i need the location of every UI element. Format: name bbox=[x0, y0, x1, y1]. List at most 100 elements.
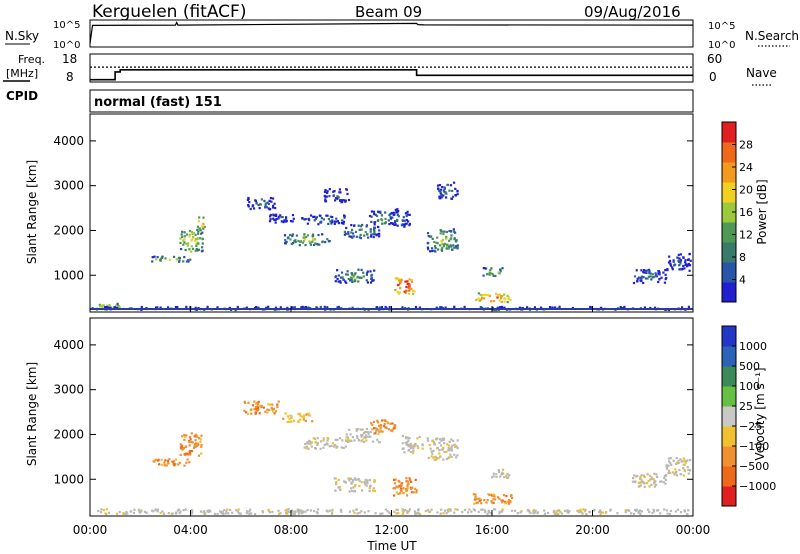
freq-trace bbox=[90, 69, 693, 81]
power-patch-7 bbox=[301, 214, 346, 226]
velocity-patch-13 bbox=[631, 472, 668, 489]
beam-title: Beam 09 bbox=[355, 3, 422, 21]
velocity-frame bbox=[89, 317, 694, 517]
power-y-ticklabel-3: 4000 bbox=[53, 134, 84, 148]
nsky-panel: N.Sky 10^5 10^0 10^5 10^0 N.Search bbox=[5, 19, 799, 51]
power-cbar-ticklabel-4: 12 bbox=[739, 229, 753, 242]
nsky-frame bbox=[89, 19, 694, 48]
power-colorbar-label: Power [dB] bbox=[755, 179, 769, 244]
power-panel: Slant Range [km] 1000 2000 3000 4000 28 24 20… bbox=[25, 113, 769, 313]
power-patch-13 bbox=[389, 208, 411, 228]
velocity-patch-10 bbox=[426, 437, 459, 462]
power-y-ticklabel-0: 1000 bbox=[53, 268, 84, 282]
power-patch-9 bbox=[343, 223, 381, 240]
power-patch-2 bbox=[179, 228, 204, 253]
velocity-cbar-swatch-7 bbox=[722, 346, 736, 367]
cpid-row: CPID normal (fast) 151 bbox=[6, 89, 694, 113]
nave-tick-high: 60 bbox=[707, 52, 722, 66]
velocity-cbar-ticklabel-0: 1000 bbox=[739, 340, 767, 353]
power-y-ticklabel-2: 3000 bbox=[53, 179, 84, 193]
nsky-tick-high: 10^5 bbox=[53, 20, 80, 31]
velocity-patch-15 bbox=[97, 508, 690, 516]
xtick-label-5: 20:00 bbox=[575, 523, 610, 537]
power-cbar-ticklabel-3: 16 bbox=[739, 206, 753, 219]
power-patch-6 bbox=[283, 233, 331, 247]
power-patch-15 bbox=[436, 181, 459, 200]
nave-tick-low: 0 bbox=[709, 70, 717, 84]
power-cbar-ticklabel-0: 28 bbox=[739, 139, 753, 152]
power-patch-18 bbox=[632, 268, 668, 285]
velocity-heatmap bbox=[97, 400, 692, 516]
velocity-cbar-ticklabel-1: 500 bbox=[739, 360, 760, 373]
velocity-patch-5 bbox=[345, 427, 381, 444]
cpid-program: normal (fast) 151 bbox=[94, 95, 222, 110]
velocity-cbar-swatch-1 bbox=[722, 466, 736, 487]
power-cbar-ticklabel-5: 8 bbox=[739, 251, 746, 264]
velocity-cbar-ticklabel-4: −25 bbox=[739, 420, 762, 433]
velocity-cbar-swatch-4 bbox=[722, 406, 736, 427]
xtick-label-3: 12:00 bbox=[374, 523, 409, 537]
velocity-patch-12 bbox=[490, 468, 511, 479]
power-patch-1 bbox=[151, 255, 192, 263]
freq-frame bbox=[89, 53, 694, 83]
time-xaxis: 00:00 04:00 08:00 12:00 16:00 20:00 00:00 bbox=[73, 306, 711, 537]
cpid-frame bbox=[89, 89, 694, 113]
velocity-patch-2 bbox=[243, 400, 280, 416]
power-patch-5 bbox=[268, 213, 295, 224]
nsearch-tick-high: 10^5 bbox=[708, 21, 735, 32]
nsearch-label: N.Search bbox=[745, 29, 799, 43]
velocity-cbar-swatch-5 bbox=[722, 386, 736, 407]
power-cbar-swatch-4 bbox=[722, 202, 736, 223]
cpid-label: CPID bbox=[6, 89, 38, 103]
power-cbar-swatch-7 bbox=[722, 142, 736, 163]
power-cbar-swatch-8 bbox=[722, 122, 736, 143]
velocity-colorbar: 1000 500 100 25 −25 −100 −500 −1000 bbox=[721, 325, 776, 507]
power-cbar-swatch-5 bbox=[722, 182, 736, 203]
velocity-yaxis: 1000 2000 3000 4000 bbox=[53, 338, 693, 486]
velocity-patch-14 bbox=[665, 456, 692, 477]
power-patch-16 bbox=[482, 267, 504, 278]
power-heatmap bbox=[90, 181, 693, 312]
velocity-cbar-ticklabel-3: 25 bbox=[739, 400, 753, 413]
power-yaxis: 1000 2000 3000 4000 bbox=[53, 134, 693, 282]
velocity-patch-1 bbox=[179, 432, 203, 457]
velocity-colorbar-label: Velocity [m s⁻¹] bbox=[753, 367, 767, 460]
power-cbar-ticklabel-2: 20 bbox=[739, 184, 753, 197]
velocity-cbar-swatch-6 bbox=[722, 366, 736, 387]
velocity-patch-8 bbox=[392, 477, 418, 497]
power-ylabel: Slant Range [km] bbox=[25, 160, 39, 264]
velocity-cbar-ticklabel-6: −500 bbox=[739, 460, 769, 473]
power-patch-3 bbox=[196, 216, 206, 230]
power-patch-19 bbox=[666, 252, 692, 272]
velocity-cbar-ticklabel-2: 100 bbox=[739, 380, 760, 393]
nsky-tick-low: 10^0 bbox=[53, 40, 80, 51]
velocity-cbar-frame bbox=[721, 325, 737, 507]
nsearch-tick-low: 10^0 bbox=[708, 40, 735, 51]
freq-label: Freq. bbox=[18, 53, 45, 66]
power-patch-4 bbox=[246, 196, 277, 211]
freq-unit: [MHz] bbox=[6, 67, 38, 80]
power-cbar-swatch-0 bbox=[722, 282, 736, 303]
power-cbar-swatch-2 bbox=[722, 242, 736, 263]
velocity-cbar-swatch-0 bbox=[722, 486, 736, 507]
velocity-cbar-swatch-8 bbox=[722, 326, 736, 347]
power-colorbar: 28 24 20 16 12 8 4 bbox=[721, 121, 753, 303]
power-cbar-swatch-6 bbox=[722, 162, 736, 183]
velocity-patch-6 bbox=[370, 419, 397, 435]
xtick-label-6: 00:00 bbox=[676, 523, 711, 537]
station-title: Kerguelen (fitACF) bbox=[92, 2, 246, 22]
velocity-patch-4 bbox=[303, 437, 351, 450]
power-cbar-ticklabel-1: 24 bbox=[739, 161, 753, 174]
velocity-cbar-ticklabel-7: −1000 bbox=[739, 480, 776, 493]
velocity-ylabel: Slant Range [km] bbox=[25, 362, 39, 466]
velocity-cbar-ticklabel-5: −100 bbox=[739, 440, 769, 453]
power-cbar-swatch-3 bbox=[722, 222, 736, 243]
time-xlabel: Time UT bbox=[366, 539, 417, 553]
velocity-y-ticklabel-1: 2000 bbox=[53, 427, 84, 441]
velocity-y-ticklabel-0: 1000 bbox=[53, 472, 84, 486]
velocity-cbar-swatch-3 bbox=[722, 426, 736, 447]
power-patch-10 bbox=[334, 268, 376, 284]
xtick-label-4: 16:00 bbox=[475, 523, 510, 537]
power-cbar-swatch-1 bbox=[722, 262, 736, 283]
